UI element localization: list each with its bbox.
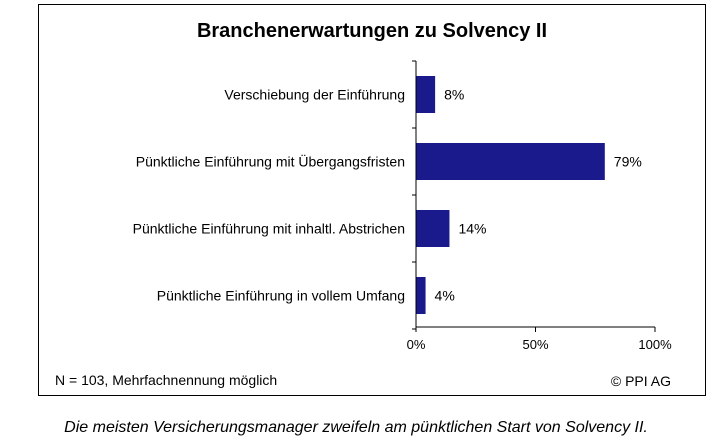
x-tick-label: 0%	[407, 337, 426, 352]
copyright: © PPI AG	[611, 373, 671, 389]
category-label: Pünktliche Einführung in vollem Umfang	[157, 288, 405, 304]
x-tick-label: 100%	[638, 337, 672, 352]
bar	[416, 143, 605, 180]
bar-chart: Branchenerwartungen zu Solvency II Versc…	[55, 20, 672, 389]
bar	[416, 76, 436, 113]
footnote: N = 103, Mehrfachnennung möglich	[55, 372, 277, 388]
bar	[416, 210, 450, 247]
data-label: 4%	[435, 288, 455, 304]
chart-frame: Branchenerwartungen zu Solvency II Versc…	[38, 4, 706, 396]
category-label: Pünktliche Einführung mit inhaltl. Abstr…	[133, 221, 405, 237]
data-label: 8%	[444, 87, 464, 103]
data-label: 79%	[614, 154, 642, 170]
bar	[416, 277, 426, 314]
data-label: 14%	[458, 221, 486, 237]
figure-caption: Die meisten Versicherungsmanager zweifel…	[64, 419, 648, 436]
chart-title: Branchenerwartungen zu Solvency II	[197, 20, 547, 42]
category-label: Verschiebung der Einführung	[224, 87, 405, 103]
category-label: Pünktliche Einführung mit Übergangsfrist…	[136, 153, 405, 170]
x-tick-label: 50%	[522, 337, 548, 352]
